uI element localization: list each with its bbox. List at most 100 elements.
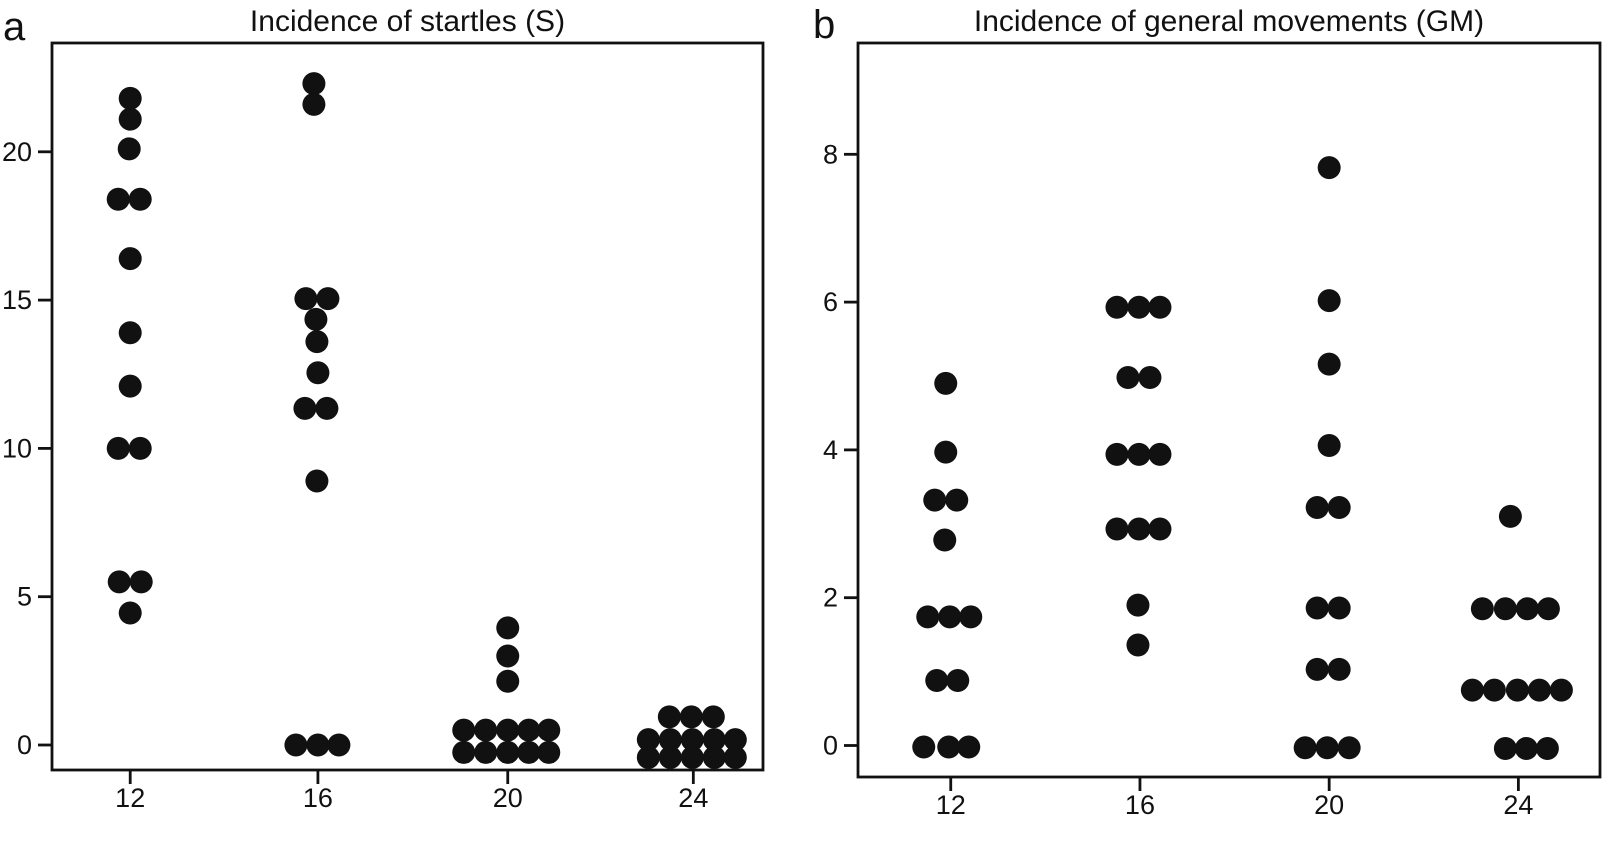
data-point [933, 528, 957, 552]
data-point [118, 107, 142, 131]
data-point [959, 605, 983, 629]
x-tick-label: 24 [678, 783, 708, 813]
data-point [107, 570, 131, 594]
data-point [1536, 597, 1560, 621]
data-point [701, 705, 725, 729]
data-point [327, 733, 351, 757]
data-point [1327, 596, 1351, 620]
panel-a-plot: 0 5 10 15 20 12 16 20 24 [2, 41, 765, 813]
data-point [916, 605, 940, 629]
y-tick-label: 5 [17, 582, 32, 612]
panel-title-b: Incidence of general movements (GM) [973, 5, 1485, 38]
data-point [946, 668, 970, 692]
data-point [293, 396, 317, 420]
data-point [1493, 597, 1517, 621]
data-point [945, 488, 969, 512]
data-point [1126, 633, 1150, 657]
data-point [1127, 295, 1151, 319]
data-point [1317, 156, 1341, 180]
data-point [517, 718, 541, 742]
data-point [315, 396, 339, 420]
data-point [106, 187, 130, 211]
data-point [306, 733, 330, 757]
data-point [294, 287, 318, 311]
data-point [680, 728, 704, 752]
y-tick-label: 20 [2, 137, 32, 167]
plot-box [856, 41, 1602, 779]
data-point [1317, 289, 1341, 313]
x-tick-label: 16 [1125, 790, 1155, 820]
data-point [702, 745, 726, 769]
panel-title-a: Incidence of startles (S) [249, 5, 566, 38]
data-point [1498, 504, 1522, 528]
data-point [452, 718, 476, 742]
data-point [1482, 678, 1506, 702]
data-point [496, 740, 520, 764]
data-point [1317, 433, 1341, 457]
data-point [118, 374, 142, 398]
data-point [923, 488, 947, 512]
data-point [1527, 678, 1551, 702]
x-tick-label: 20 [1314, 790, 1344, 820]
data-point [1305, 657, 1329, 681]
data-point [1127, 442, 1151, 466]
data-point [106, 436, 130, 460]
data-point [1493, 736, 1517, 760]
data-point [1327, 496, 1351, 520]
y-tick-label: 2 [823, 583, 838, 613]
data-point [702, 728, 726, 752]
data-point [1138, 365, 1162, 389]
data-point [657, 705, 681, 729]
panel-letter-b: b [813, 3, 836, 47]
data-point [1305, 496, 1329, 520]
data-point [636, 728, 660, 752]
data-point [934, 371, 958, 395]
data-point [118, 86, 142, 110]
data-point [957, 735, 981, 759]
y-tick-label: 6 [823, 287, 838, 317]
data-point [658, 728, 682, 752]
data-point [316, 287, 340, 311]
data-point [1535, 736, 1559, 760]
x-tick-label: 16 [303, 783, 333, 813]
data-point [537, 740, 561, 764]
data-point [1317, 352, 1341, 376]
data-point [304, 307, 328, 331]
data-point [1105, 295, 1129, 319]
data-point [302, 92, 326, 116]
data-point [925, 668, 949, 692]
data-point [496, 644, 520, 668]
data-point [1148, 442, 1172, 466]
data-point [118, 247, 142, 271]
data-point [636, 745, 660, 769]
data-point [474, 718, 498, 742]
data-point [1470, 597, 1494, 621]
x-tick-label: 20 [493, 783, 523, 813]
data-point [1127, 517, 1151, 541]
data-point [129, 570, 153, 594]
data-point [1116, 365, 1140, 389]
data-point [118, 601, 142, 625]
data-point [1514, 736, 1538, 760]
data-point [496, 718, 520, 742]
data-point [496, 669, 520, 693]
data-point [937, 735, 961, 759]
data-point [305, 469, 329, 493]
x-tick-label: 12 [115, 783, 145, 813]
data-point [1460, 678, 1484, 702]
y-tick-label: 15 [2, 285, 32, 315]
data-point [118, 321, 142, 345]
data-point [117, 137, 141, 161]
data-point [284, 733, 308, 757]
data-point [938, 605, 962, 629]
data-point [517, 740, 541, 764]
data-point [305, 330, 329, 354]
data-point [1327, 657, 1351, 681]
data-point [306, 361, 330, 385]
data-point [1315, 736, 1339, 760]
panel-letter-a: a [3, 5, 26, 49]
data-point [680, 745, 704, 769]
